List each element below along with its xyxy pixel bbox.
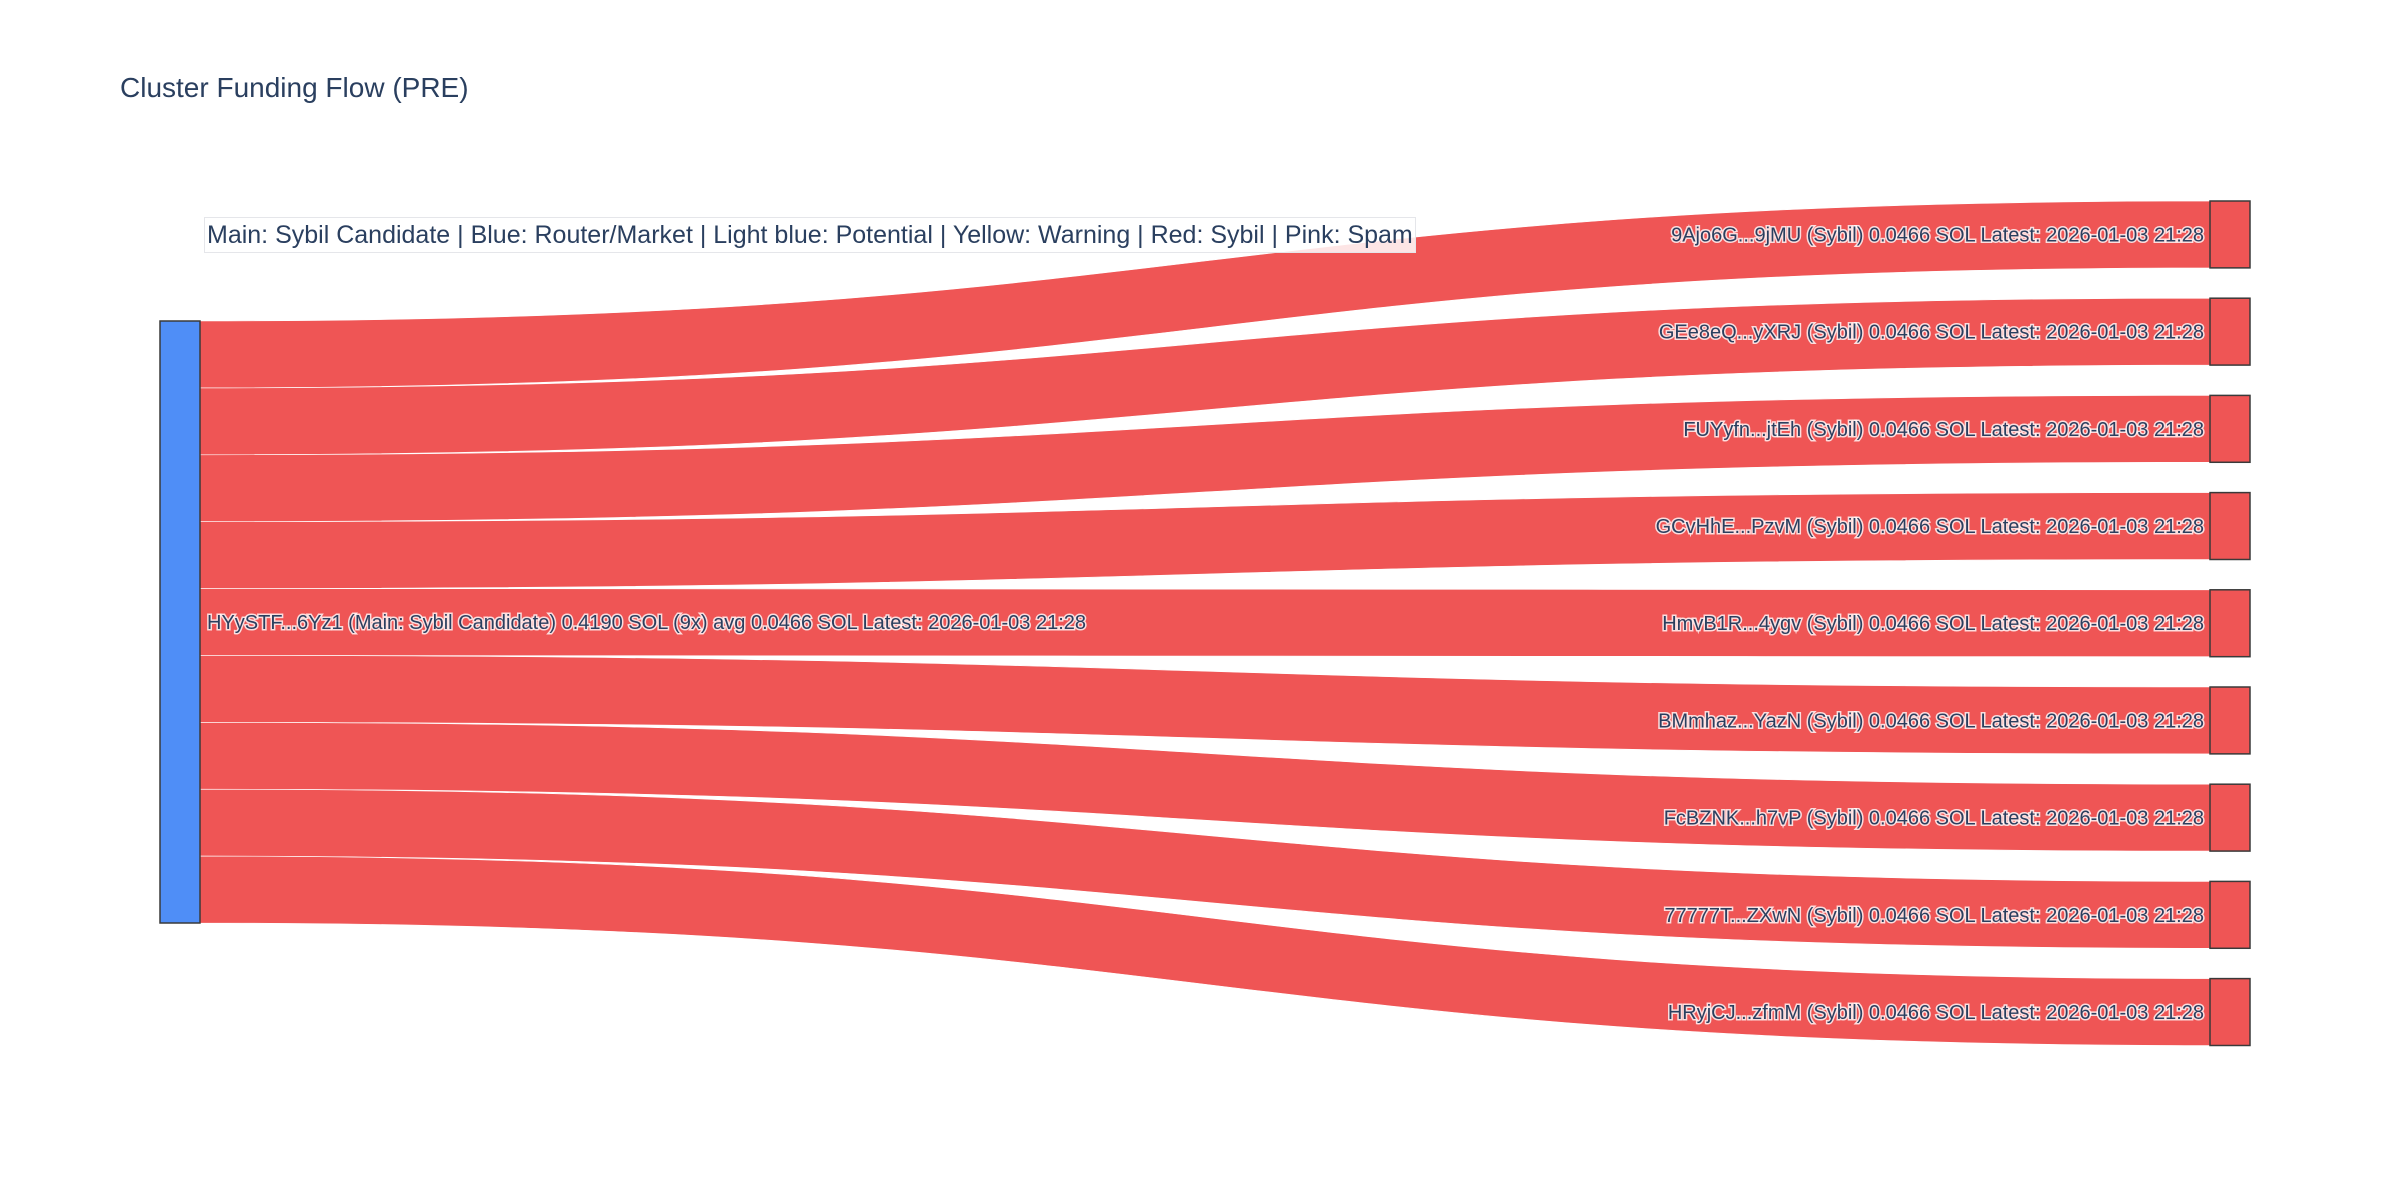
target-node[interactable]: [2209, 589, 2251, 658]
target-node-label: 9Ajo6G...9jMU (Sybil) 0.0466 SOL Latest:…: [1671, 224, 2204, 246]
source-node[interactable]: [159, 320, 201, 924]
target-node-label: HRyjCJ...zfmM (Sybil) 0.0466 SOL Latest:…: [1668, 1002, 2204, 1024]
target-node-label: FcBZNK...h7vP (Sybil) 0.0466 SOL Latest:…: [1664, 808, 2204, 830]
color-legend: Main: Sybil Candidate | Blue: Router/Mar…: [204, 217, 1416, 253]
target-node[interactable]: [2209, 783, 2251, 852]
target-node[interactable]: [2209, 491, 2251, 561]
target-node[interactable]: [2209, 200, 2251, 269]
target-node[interactable]: [2209, 394, 2251, 464]
target-node-label: 77777T...ZXwN (Sybil) 0.0466 SOL Latest:…: [1664, 905, 2204, 927]
target-node-label: BMmhaz...YazN (Sybil) 0.0466 SOL Latest:…: [1658, 710, 2204, 732]
target-node[interactable]: [2209, 686, 2251, 755]
target-node[interactable]: [2209, 297, 2251, 366]
target-node-label: HmvB1R...4ygv (Sybil) 0.0466 SOL Latest:…: [1662, 613, 2204, 635]
target-node-label: FUYyfn...jtEh (Sybil) 0.0466 SOL Latest:…: [1683, 419, 2204, 441]
target-node-label: GEe8eQ...yXRJ (Sybil) 0.0466 SOL Latest:…: [1659, 322, 2204, 344]
source-node-label: HYySTF...6Yz1 (Main: Sybil Candidate) 0.…: [207, 612, 1086, 634]
target-node[interactable]: [2209, 880, 2251, 950]
target-node-label: GCvHhE...PzvM (Sybil) 0.0466 SOL Latest:…: [1656, 516, 2204, 538]
chart-title: Cluster Funding Flow (PRE): [120, 72, 469, 103]
target-node[interactable]: [2209, 977, 2251, 1047]
